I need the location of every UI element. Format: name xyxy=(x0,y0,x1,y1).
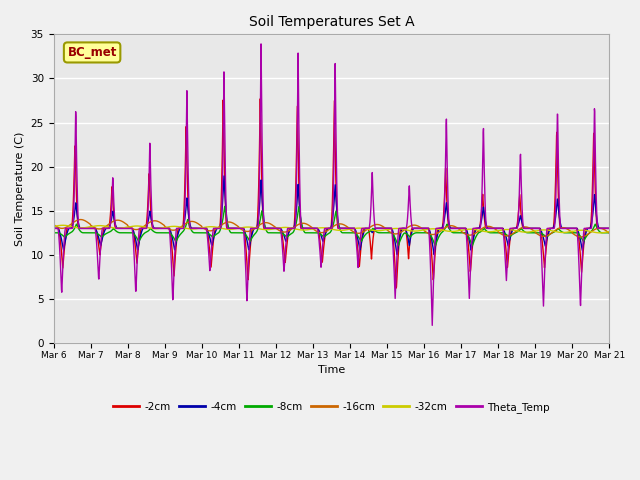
Text: BC_met: BC_met xyxy=(67,46,116,59)
Title: Soil Temperatures Set A: Soil Temperatures Set A xyxy=(248,15,414,29)
Y-axis label: Soil Temperature (C): Soil Temperature (C) xyxy=(15,132,25,246)
X-axis label: Time: Time xyxy=(318,365,345,375)
Legend: -2cm, -4cm, -8cm, -16cm, -32cm, Theta_Temp: -2cm, -4cm, -8cm, -16cm, -32cm, Theta_Te… xyxy=(109,397,554,417)
